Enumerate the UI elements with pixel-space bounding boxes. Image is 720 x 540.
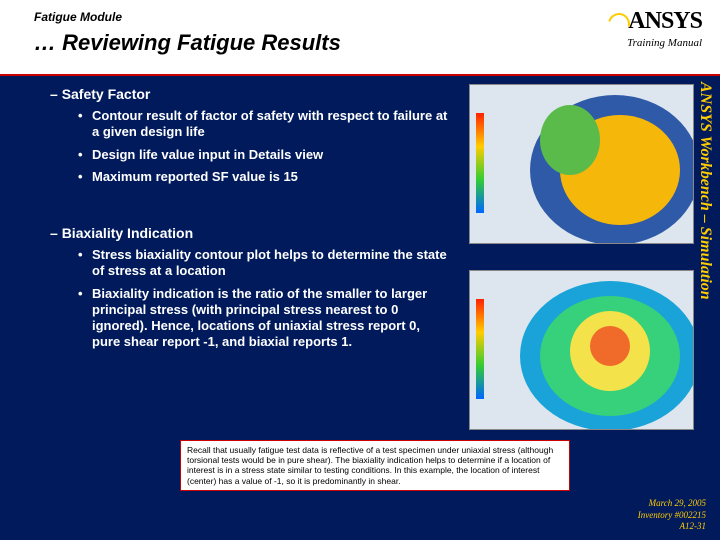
bullet-item: Design life value input in Details view: [78, 147, 450, 163]
header: Fatigue Module … Reviewing Fatigue Resul…: [0, 0, 720, 74]
logo-block: ANSYS Training Manual: [608, 8, 702, 49]
training-manual-label: Training Manual: [608, 37, 702, 49]
section-heading-safety-factor: Safety Factor: [50, 86, 450, 102]
header-rule: [0, 74, 720, 76]
section-heading-biaxiality: Biaxiality Indication: [50, 225, 450, 241]
side-label-text: ANSYS Workbench – Simulation: [696, 82, 714, 300]
footer: March 29, 2005 Inventory #002215 A12-31: [638, 498, 706, 532]
footer-date: March 29, 2005: [638, 498, 706, 509]
bullet-list: Contour result of factor of safety with …: [78, 108, 450, 185]
page-title: … Reviewing Fatigue Results: [34, 30, 702, 56]
module-label: Fatigue Module: [34, 10, 702, 24]
bullet-item: Maximum reported SF value is 15: [78, 169, 450, 185]
bullet-item: Contour result of factor of safety with …: [78, 108, 450, 141]
footer-page: A12-31: [638, 521, 706, 532]
figure-biaxiality: [469, 270, 694, 430]
bullet-item: Stress biaxiality contour plot helps to …: [78, 247, 450, 280]
bullet-list: Stress biaxiality contour plot helps to …: [78, 247, 450, 351]
contour-blob: [590, 326, 630, 366]
legend-strip-icon: [476, 113, 484, 213]
logo-text: ANSYS: [628, 8, 702, 34]
logo: ANSYS: [608, 8, 702, 35]
figure-safety-factor: [469, 84, 694, 244]
content-area: Safety Factor Contour result of factor o…: [50, 86, 450, 369]
side-label: ANSYS Workbench – Simulation: [696, 82, 716, 442]
note-box: Recall that usually fatigue test data is…: [180, 440, 570, 491]
bullet-item: Biaxiality indication is the ratio of th…: [78, 286, 450, 351]
legend-strip-icon: [476, 299, 484, 399]
contour-blob: [540, 105, 600, 175]
footer-inventory: Inventory #002215: [638, 510, 706, 521]
